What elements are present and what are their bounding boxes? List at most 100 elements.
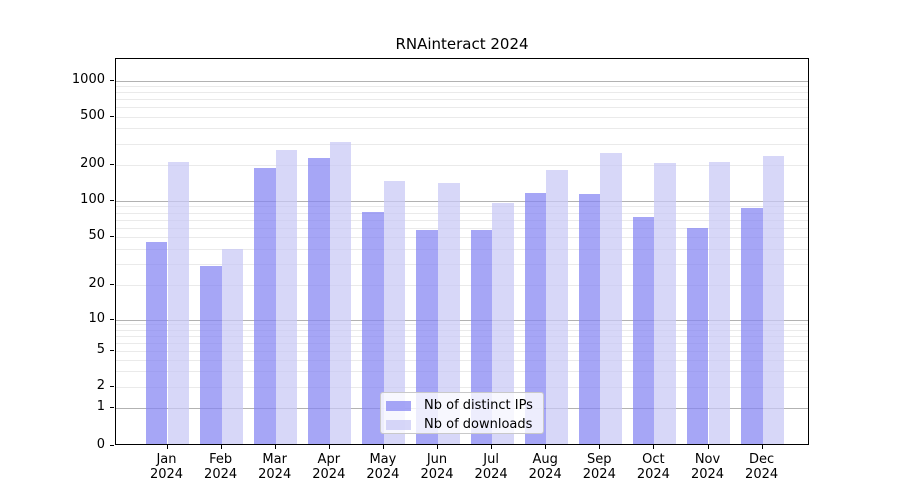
gridline-minor-5	[116, 351, 808, 352]
y-tick-label-50: 50	[88, 228, 105, 244]
x-tick-sep-2024	[599, 445, 601, 449]
gridline-minor-40	[116, 248, 808, 250]
bar-distinct-ips-sep-2024	[578, 194, 601, 444]
bar-downloads-oct-2024	[654, 163, 676, 444]
y-tick-label-500: 500	[80, 107, 105, 123]
y-tick-200	[110, 163, 114, 165]
chart-title: RNAinteract 2024	[395, 35, 529, 53]
gridline-minor-800	[116, 92, 808, 94]
legend-item-downloads: Nb of downloads	[386, 417, 543, 433]
x-tick-aug-2024	[545, 445, 547, 449]
gridline-minor-200	[116, 164, 808, 166]
x-tick-label-jan-2024: Jan 2024	[149, 452, 184, 482]
gridline-minor-8	[116, 329, 808, 331]
y-tick-0	[110, 445, 114, 446]
bar-downloads-dec-2024	[762, 156, 785, 444]
y-tick-100	[110, 199, 114, 201]
y-tick-50	[110, 236, 114, 238]
x-tick-label-dec-2024: Dec 2024	[745, 452, 779, 482]
bar-downloads-feb-2024	[221, 248, 244, 444]
gridline-minor-600	[116, 107, 808, 109]
x-tick-label-nov-2024: Nov 2024	[690, 452, 725, 482]
gridline-minor-80	[116, 212, 808, 214]
gridline-minor-7	[116, 335, 808, 337]
bar-downloads-jun-2024	[438, 183, 460, 444]
y-tick-20	[110, 284, 114, 286]
y-tick-label-200: 200	[80, 155, 105, 171]
gridline-minor-20	[116, 285, 808, 287]
y-tick-10	[110, 318, 114, 320]
bar-distinct-ips-may-2024	[362, 211, 384, 444]
bar-downloads-nov-2024	[708, 162, 731, 444]
x-tick-jun-2024	[437, 445, 438, 449]
bar-distinct-ips-nov-2024	[686, 227, 709, 444]
bar-downloads-jan-2024	[167, 161, 190, 444]
bar-distinct-ips-jul-2024	[470, 230, 493, 444]
legend-swatch-downloads	[386, 420, 411, 430]
gridline-minor-700	[116, 99, 808, 101]
bar-distinct-ips-jan-2024	[145, 241, 168, 444]
bar-distinct-ips-feb-2024	[200, 265, 222, 444]
gridline-minor-2	[116, 387, 808, 388]
x-tick-label-oct-2024: Oct 2024	[636, 452, 670, 482]
gridline-minor-50	[116, 237, 808, 239]
x-tick-apr-2024	[328, 445, 330, 449]
gridline-major-1000	[116, 80, 808, 82]
gridline-minor-70	[116, 219, 808, 221]
gridline-minor-90	[116, 206, 808, 208]
x-tick-mar-2024	[274, 445, 276, 449]
y-tick-label-0: 0	[96, 437, 105, 452]
legend-item-distinct-ips: Nb of distinct IPs	[386, 398, 543, 414]
bar-distinct-ips-mar-2024	[254, 167, 276, 444]
x-tick-label-may-2024: May 2024	[366, 452, 400, 482]
gridline-minor-4	[116, 359, 808, 361]
y-tick-2	[110, 386, 114, 387]
x-tick-nov-2024	[707, 445, 709, 449]
x-tick-label-jun-2024: Jun 2024	[420, 452, 454, 482]
bar-distinct-ips-apr-2024	[308, 158, 330, 444]
gridline-minor-300	[116, 143, 808, 145]
legend-swatch-distinct-ips	[386, 401, 411, 411]
y-tick-label-1: 1	[96, 399, 105, 415]
y-tick-500	[110, 115, 114, 117]
gridline-minor-500	[116, 116, 808, 118]
bar-distinct-ips-oct-2024	[632, 216, 655, 444]
gridline-minor-9	[116, 324, 808, 326]
bar-downloads-aug-2024	[546, 170, 568, 444]
x-tick-label-aug-2024: Aug 2024	[528, 452, 562, 482]
gridline-major-10	[116, 319, 808, 321]
bar-distinct-ips-jun-2024	[416, 230, 438, 444]
x-tick-label-feb-2024: Feb 2024	[204, 452, 238, 482]
y-tick-label-20: 20	[88, 276, 105, 292]
bar-downloads-may-2024	[383, 180, 406, 444]
legend-label-downloads: Nb of downloads	[424, 417, 533, 432]
x-tick-may-2024	[382, 445, 384, 449]
x-tick-jul-2024	[491, 445, 493, 449]
x-tick-jan-2024	[166, 445, 168, 449]
bar-distinct-ips-aug-2024	[524, 193, 547, 444]
bar-distinct-ips-dec-2024	[741, 207, 763, 444]
x-tick-dec-2024	[761, 445, 763, 449]
gridline-minor-6	[116, 342, 808, 344]
y-tick-label-10: 10	[88, 310, 105, 326]
legend-label-distinct-ips: Nb of distinct IPs	[424, 398, 533, 413]
bar-downloads-apr-2024	[329, 141, 352, 444]
y-tick-1	[110, 407, 114, 409]
x-tick-feb-2024	[220, 445, 222, 449]
gridline-minor-3	[116, 371, 808, 373]
gridline-major-100	[116, 200, 808, 202]
x-tick-oct-2024	[653, 445, 655, 449]
legend: Nb of distinct IPs Nb of downloads	[380, 392, 544, 434]
y-tick-1000	[110, 79, 114, 81]
y-tick-5	[110, 350, 114, 351]
y-tick-label-1000: 1000	[71, 71, 105, 87]
gridline-minor-30	[116, 264, 808, 265]
x-tick-label-apr-2024: Apr 2024	[312, 452, 346, 482]
gridline-minor-900	[116, 86, 808, 87]
y-tick-label-100: 100	[80, 191, 105, 207]
gridline-minor-60	[116, 227, 808, 229]
gridline-minor-400	[116, 128, 808, 130]
x-tick-label-mar-2024: Mar 2024	[258, 452, 292, 482]
y-tick-label-2: 2	[96, 378, 105, 393]
